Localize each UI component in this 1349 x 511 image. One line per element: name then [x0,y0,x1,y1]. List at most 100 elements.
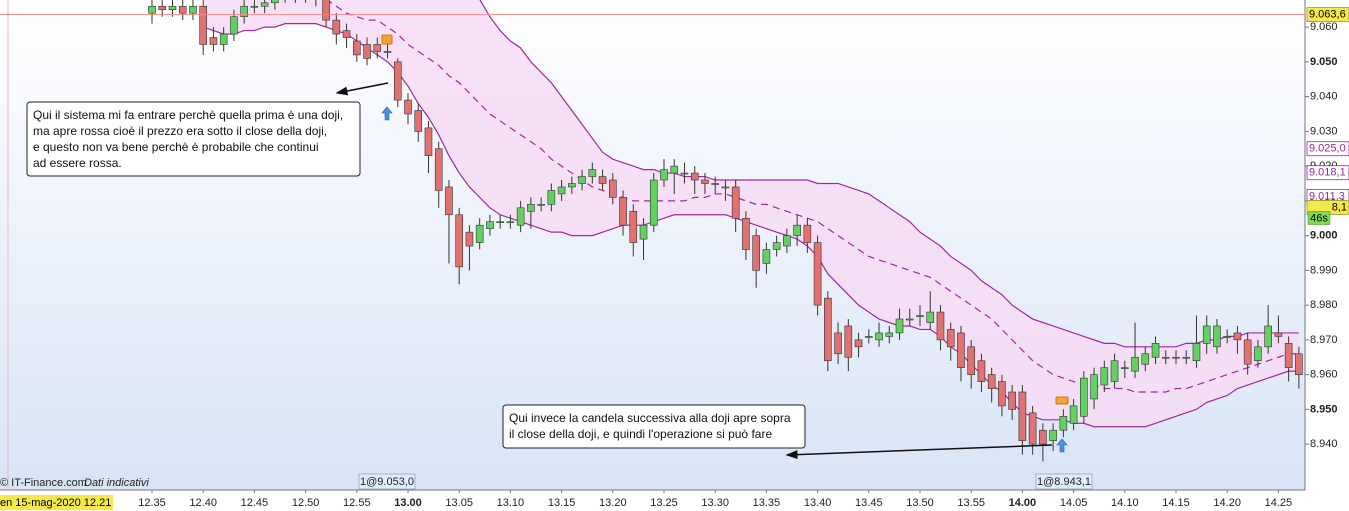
date-label-box [0,495,113,510]
candle-body [557,186,566,195]
candle-body [834,332,842,355]
candle-body [608,179,617,198]
candle-body [475,224,484,243]
x-tick-label: 13.15 [548,497,576,509]
candle-body [1254,346,1262,362]
band-lower [203,23,1299,428]
order-marker [381,34,393,45]
trade-label: 1@8.943,1 [1037,476,1091,488]
candle-body [926,311,935,323]
y-tick-label: 9.030 [1310,125,1338,137]
x-tick-label: 13.30 [701,497,729,509]
candle-body [793,224,801,236]
candle-body [455,214,464,268]
plot [148,0,1303,462]
buy-arrow [381,106,393,121]
candle-body [721,186,730,189]
band-upper [479,0,1299,348]
candle-body [783,235,791,247]
candle-body [680,172,689,175]
x-tick-label: 13.35 [753,497,781,509]
candle-body [578,176,586,184]
source-note: Dati indicativi [84,477,149,489]
x-tick-label: 12.50 [292,497,320,509]
candle-body [854,339,863,348]
annotation-line: ma apre rossa cioè il prezzo era sotto i… [33,124,327,138]
candle-body [619,197,627,226]
candle-body [731,186,740,219]
annotation-line: Qui invece la candela successiva alla do… [509,411,791,425]
y-tick-label: 9.060 [1310,21,1338,33]
candle-body [465,231,474,247]
axis-background [1305,0,1349,511]
candle-body [885,332,894,337]
candle-body [987,374,996,389]
candle-body [178,5,187,14]
candle-body [844,325,853,358]
candle-body [332,19,341,35]
timer-box [1307,211,1331,225]
candle-body [967,346,976,375]
price-flag [1306,141,1349,157]
trade-label: 1@9.053,0 [360,476,414,488]
candle-body [946,329,955,348]
source: © IT-Finance.com [0,477,87,489]
annotation-box [502,404,806,449]
candle-body [639,224,648,240]
y-tick-label: 8.970 [1310,334,1338,346]
candle-body [1182,356,1191,359]
annotation-box [26,101,361,177]
x-tick-label: 12.35 [138,497,166,509]
candle-body [1131,356,1139,372]
candle-body [148,5,156,14]
candle-body [496,221,504,224]
candle-body [199,5,207,45]
candle-body [1264,325,1272,348]
candle-body [568,183,576,188]
x-tick-label: 14.15 [1162,497,1190,509]
candle-body [414,110,423,132]
candle-body [1284,343,1293,368]
candle-body [598,176,607,184]
y-tick-label: 8.990 [1310,264,1338,276]
candle-body [957,332,965,368]
candle-body [1018,391,1027,441]
candle-body [629,210,638,243]
candle-body [516,207,525,226]
candle-body [506,221,515,224]
candle-body [875,332,883,341]
candle-body [864,336,873,338]
x-tick-label: 13.00 [394,497,422,509]
candle-body [1028,412,1037,445]
candle-body [1274,332,1283,337]
candle-body [1059,416,1068,431]
candle-body [168,5,177,11]
y-tick-label: 9.000 [1310,230,1338,242]
candle-body [250,5,259,8]
y-tick-label: 9.040 [1310,91,1338,103]
candle-body [1243,339,1252,365]
candle-body [1213,325,1221,348]
x-tick-label: 12.55 [343,497,371,509]
buy-arrow [1056,438,1068,453]
candle-body [260,2,269,7]
trade-label-box [1035,473,1093,490]
candle-body [1192,343,1201,362]
candle-body [1202,325,1211,344]
x-tick-label: 13.40 [804,497,832,509]
y-tick-label: 8.960 [1310,369,1338,381]
annotation-line: e questo non va bene perchè è probabile … [33,140,319,154]
candle-body [189,5,197,14]
y-tick-label: 9.050 [1310,56,1338,68]
candle-body [1080,377,1088,417]
candle-body [803,224,812,243]
candle-body [916,315,924,317]
candle-body [219,33,228,45]
x-tick-label: 12.45 [241,497,269,509]
candle-body [527,204,535,212]
candle-body [537,204,545,206]
candle-body [660,169,668,181]
candle-body [711,183,720,185]
candle-body [1151,343,1160,358]
